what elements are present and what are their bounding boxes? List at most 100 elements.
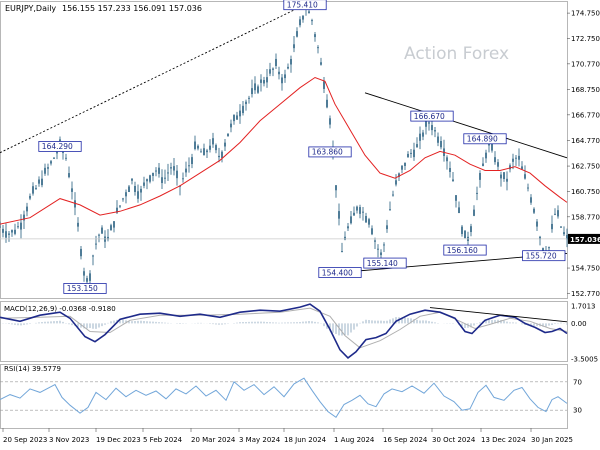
candle-body <box>131 178 133 181</box>
candle-body <box>41 178 43 186</box>
candle-body <box>248 97 250 99</box>
x-tick-label: 16 Sep 2024 <box>383 436 428 444</box>
candle-body <box>188 165 190 167</box>
rsi-panel: 70 30 <box>0 377 582 419</box>
x-tick-label: 19 Dec 2023 <box>96 436 141 444</box>
candle-body <box>476 192 478 194</box>
candle-body <box>359 207 361 214</box>
candle-body <box>83 271 85 276</box>
price-annotation: 155.720 <box>522 250 566 262</box>
candle-body <box>428 122 430 124</box>
price-panel: 174.750 172.750 170.770 168.750 166.770 164.7… <box>0 0 600 429</box>
annotation-box <box>463 133 507 145</box>
y-tick-label: 160.750 <box>571 188 600 196</box>
candle-body <box>470 226 472 233</box>
macd-title: MACD(12,26,9) -0.0368 -0.9180 <box>4 305 116 313</box>
candle-body <box>371 228 373 235</box>
candle-body <box>455 195 457 201</box>
candle-body <box>320 62 322 65</box>
candle-body <box>422 132 424 137</box>
candle-body <box>149 175 151 182</box>
annotation-label: 153.150 <box>67 284 98 293</box>
candle-body <box>431 125 433 131</box>
candle-body <box>71 188 73 192</box>
candle-body <box>209 145 211 150</box>
candle-body <box>98 234 100 236</box>
candle-body <box>194 141 196 150</box>
candle-body <box>113 221 115 228</box>
candle-body <box>197 145 199 149</box>
candle-body <box>284 74 286 79</box>
x-tick-label: 20 Sep 2023 <box>3 436 47 444</box>
candle-body <box>413 149 415 158</box>
candle-body <box>245 101 247 105</box>
candle-body <box>266 77 268 83</box>
macd-frame <box>0 301 568 362</box>
candle-body <box>290 58 292 65</box>
candle-body <box>494 157 496 163</box>
candle-body <box>203 148 205 156</box>
y-tick-label: 168.750 <box>571 86 600 94</box>
candle-body <box>362 211 364 213</box>
annotation-box <box>363 257 407 269</box>
x-tick-label: 3 Nov 2023 <box>49 436 89 444</box>
candle-body <box>482 163 484 167</box>
candle-body <box>173 166 175 171</box>
candle-body <box>419 133 421 141</box>
y-tick-label: 170.770 <box>571 60 600 68</box>
candle-body <box>2 228 4 233</box>
price-annotation: 155.140 <box>363 257 407 269</box>
candle-body <box>341 251 343 253</box>
x-tick-label: 30 Jan 2025 <box>531 436 573 444</box>
y-tick-label: 152.770 <box>571 290 600 298</box>
candle-body <box>557 210 559 217</box>
candle-body <box>410 152 412 154</box>
candle-body <box>239 110 241 117</box>
candle-body <box>524 174 526 179</box>
annotation-box <box>283 0 327 11</box>
candle-body <box>512 158 514 162</box>
candle-body <box>221 151 223 159</box>
annotation-label: 175.410 <box>287 0 318 9</box>
candle-body <box>407 153 409 158</box>
candle-body <box>416 144 418 148</box>
candle-body <box>344 236 346 240</box>
candle-body <box>251 88 253 95</box>
macd-panel: 1.7013 0.00 -3.5005 <box>0 303 598 363</box>
candle-body <box>8 233 10 235</box>
candle-body <box>275 58 277 67</box>
trendline-2 <box>364 92 568 159</box>
candle-body <box>353 212 355 216</box>
price-annotation: 156.160 <box>443 244 487 256</box>
candle-body <box>527 187 529 189</box>
last-price-label: 157.036 <box>570 236 600 244</box>
candle-body <box>62 152 64 154</box>
annotation-label: 166.670 <box>414 112 445 121</box>
candle-body <box>566 234 568 240</box>
candle-body <box>350 216 352 224</box>
candle-body <box>287 66 289 69</box>
candle-body <box>170 167 172 169</box>
candle-body <box>518 155 520 160</box>
macd-y-tick-label: -3.5005 <box>571 355 598 363</box>
annotation-label: 156.160 <box>447 246 478 255</box>
candle-body <box>80 248 82 257</box>
macd-y-tick-label: 0.00 <box>571 320 587 328</box>
candle-body <box>224 142 226 147</box>
candle-body <box>503 172 505 180</box>
candle-body <box>317 47 319 49</box>
candle-body <box>29 195 31 199</box>
candle-body <box>335 185 337 191</box>
y-tick-label: 166.770 <box>571 111 600 119</box>
candle-body <box>125 192 127 197</box>
candle-body <box>182 178 184 180</box>
annotation-box <box>443 244 487 256</box>
candle-body <box>89 273 91 281</box>
chart-title: EURJPY,Daily <box>5 4 56 13</box>
candle-body <box>515 157 517 159</box>
y-tick-label: 164.770 <box>571 137 600 145</box>
annotation-label: 154.400 <box>322 268 353 277</box>
candle-body <box>53 157 55 159</box>
candle-body <box>191 157 193 165</box>
candle-body <box>551 223 553 230</box>
